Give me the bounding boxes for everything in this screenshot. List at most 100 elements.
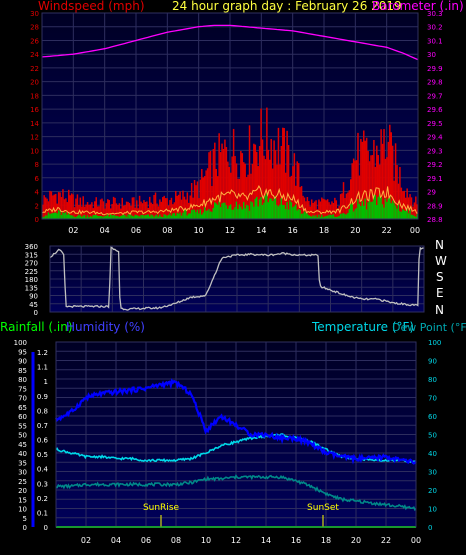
y-tick-label-wind: 2: [35, 202, 39, 210]
y-tick-label-barometer: 30: [427, 51, 436, 59]
y-tick-label-rainfall: 1.2: [37, 349, 48, 357]
y-tick-label-wind: 4: [35, 189, 40, 197]
y-tick-label-wind: 6: [35, 175, 40, 183]
y-tick-label-direction: 45: [29, 301, 38, 309]
y-tick-label-direction: 225: [25, 268, 38, 276]
x-tick-label-wind: 20: [350, 226, 360, 235]
x-tick-label-wind: 08: [162, 226, 172, 235]
barometer-axis-title: Barometer (.in): [372, 0, 464, 13]
x-tick-label-wind: 16: [288, 226, 298, 235]
x-tick-label-wind: 12: [225, 226, 235, 235]
x-tick-label-temperature: 00: [411, 536, 421, 545]
humidity-line: [55, 378, 417, 465]
y-tick-label-humidity: 0: [23, 524, 27, 532]
compass-e: E: [436, 286, 444, 300]
y-tick-label-direction: 315: [25, 251, 38, 259]
y-tick-label-wind: 18: [30, 92, 39, 100]
y-tick-label-barometer: 29.9: [427, 65, 443, 73]
temperature-axis-title: Temperature (°F): [312, 320, 415, 334]
x-tick-label-temperature: 08: [171, 536, 181, 545]
y-tick-label-barometer: 29.2: [427, 161, 443, 169]
x-tick-label-wind: 04: [100, 226, 110, 235]
x-tick-label-wind: 06: [131, 226, 141, 235]
y-tick-label-humidity: 20: [18, 487, 27, 495]
y-tick-label-direction: 180: [25, 276, 38, 284]
y-tick-label-humidity: 75: [18, 385, 27, 393]
x-tick-label-wind: 22: [382, 226, 392, 235]
y-tick-label-humidity: 85: [18, 367, 27, 375]
y-tick-label-humidity: 50: [18, 432, 27, 440]
y-tick-label-rainfall: 0.5: [37, 451, 48, 459]
y-tick-label-rainfall: 0.3: [37, 480, 48, 488]
y-tick-label-humidity: 65: [18, 404, 27, 412]
y-tick-label-wind: 16: [30, 106, 39, 114]
y-tick-label-wind: 24: [30, 51, 39, 59]
y-tick-label-temperature: 30: [428, 469, 437, 477]
plot-frame-temperature: [55, 341, 417, 528]
y-tick-label-barometer: 29.5: [427, 120, 443, 128]
y-tick-label-barometer: 30.2: [427, 24, 443, 32]
y-tick-label-rainfall: 0.7: [37, 422, 48, 430]
y-tick-label-barometer: 29.1: [427, 175, 443, 183]
y-tick-label-temperature: 0: [428, 524, 432, 532]
y-tick-label-barometer: 29.8: [427, 79, 443, 87]
y-tick-label-temperature: 40: [428, 450, 437, 458]
x-tick-label-temperature: 20: [351, 536, 361, 545]
y-tick-label-temperature: 70: [428, 395, 437, 403]
y-tick-label-humidity: 40: [18, 450, 27, 458]
y-tick-label-wind: 12: [30, 134, 39, 142]
y-tick-label-humidity: 45: [18, 441, 27, 449]
y-tick-label-temperature: 20: [428, 487, 437, 495]
y-tick-label-humidity: 60: [18, 413, 27, 421]
x-tick-label-temperature: 16: [291, 536, 301, 545]
y-tick-label-barometer: 28.9: [427, 202, 443, 210]
compass-s: S: [436, 270, 444, 284]
y-tick-label-rainfall: 1: [44, 378, 48, 386]
compass-n-top: N: [435, 238, 444, 252]
wind-average-line: [41, 185, 419, 216]
y-tick-label-barometer: 29.4: [427, 134, 443, 142]
y-tick-label-temperature: 80: [428, 376, 437, 384]
y-tick-label-wind: 28: [30, 24, 39, 32]
y-tick-label-wind: 20: [30, 79, 39, 87]
y-tick-label-barometer: 28.8: [427, 216, 443, 224]
compass-n-bottom: N: [435, 303, 444, 317]
y-tick-label-barometer: 30.3: [427, 10, 443, 18]
x-tick-label-temperature: 14: [261, 536, 271, 545]
y-tick-label-wind: 14: [30, 120, 39, 128]
sunset-label: SunSet: [307, 503, 339, 513]
y-tick-label-rainfall: 0.8: [37, 407, 48, 415]
chart-title: 24 hour graph day : February 26 2019: [172, 0, 402, 13]
plot-frame-wind: [41, 12, 419, 220]
y-tick-label-rainfall: 0: [44, 524, 48, 532]
y-tick-label-rainfall: 0.6: [37, 437, 49, 445]
y-tick-label-temperature: 100: [428, 339, 441, 347]
y-tick-label-wind: 8: [35, 161, 39, 169]
x-tick-label-temperature: 04: [111, 536, 121, 545]
y-tick-label-barometer: 29.7: [427, 92, 443, 100]
y-tick-label-humidity: 70: [18, 395, 27, 403]
barometer-line: [41, 24, 419, 61]
y-tick-label-direction: 135: [25, 284, 38, 292]
dew-point-line: [55, 473, 417, 512]
y-tick-label-humidity: 25: [18, 478, 27, 486]
y-tick-label-rainfall: 0.2: [37, 495, 48, 503]
y-tick-label-rainfall: 0.9: [37, 393, 48, 401]
y-tick-label-wind: 30: [30, 10, 39, 18]
y-tick-label-humidity: 30: [18, 469, 27, 477]
y-tick-label-humidity: 100: [14, 339, 27, 347]
rainfall-axis-title: Rainfall (.in): [0, 320, 73, 334]
dewpoint-axis-title: Dew Point (°F): [392, 321, 466, 334]
x-tick-label-wind: 10: [194, 226, 204, 235]
y-tick-label-temperature: 50: [428, 432, 437, 440]
humidity-axis-title: Humidity (%): [66, 320, 145, 334]
y-tick-label-direction: 90: [29, 293, 38, 301]
y-tick-label-barometer: 29.6: [427, 106, 443, 114]
y-tick-label-humidity: 5: [23, 515, 27, 523]
y-tick-label-barometer: 29: [427, 189, 436, 197]
y-tick-label-humidity: 15: [18, 496, 27, 504]
y-tick-label-temperature: 60: [428, 413, 437, 421]
x-tick-label-temperature: 02: [81, 536, 91, 545]
plot-frame-direction: [49, 245, 425, 313]
